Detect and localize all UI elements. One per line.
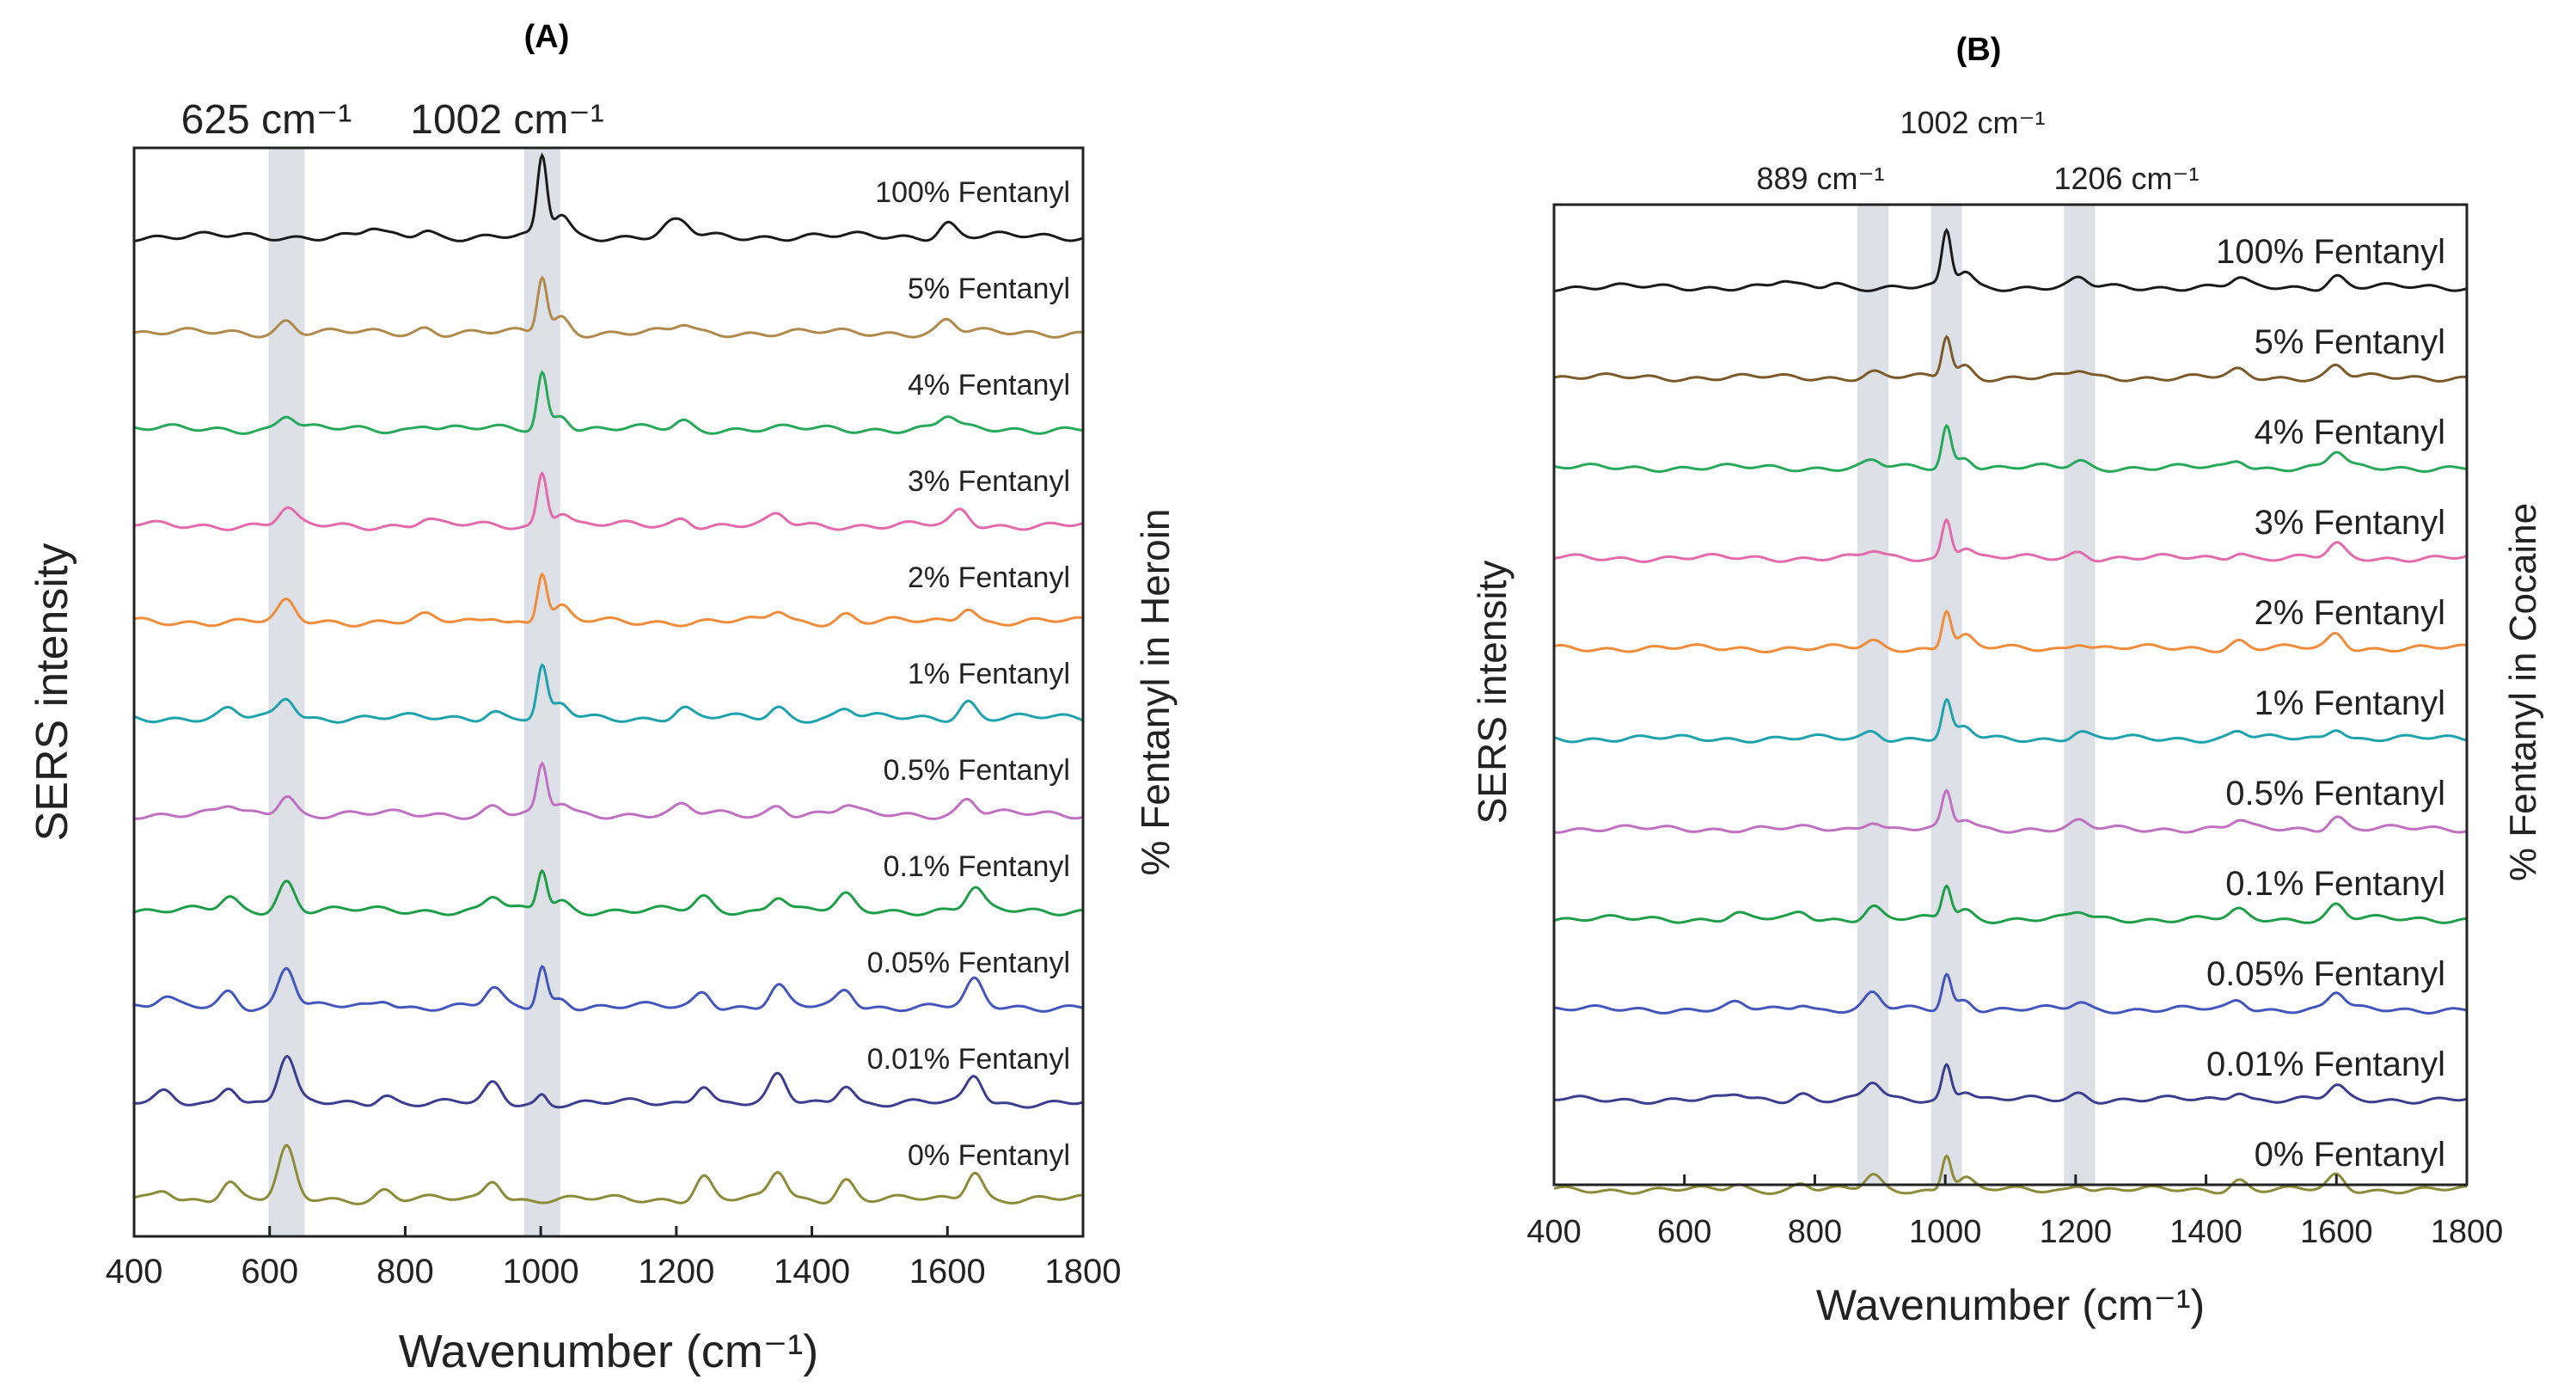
series-label-b-5-fentanyl: 5% Fentanyl	[2255, 323, 2445, 361]
band-label-a-1: 1002 cm⁻¹	[410, 97, 603, 143]
series-line-a-0-1-fentanyl	[133, 868, 1084, 917]
panel-a: (A) 625 cm⁻¹ 1002 cm⁻¹ 100% Fentanyl 5% Fe…	[28, 19, 1178, 1377]
series-line-b-0-5-fentanyl	[1553, 788, 2468, 834]
right-axis-label-a: % Fentanyl in Heroin	[1133, 509, 1178, 876]
series-line-a-0-5-fentanyl	[133, 761, 1084, 820]
series-line-a-2-fentanyl	[133, 572, 1084, 628]
series-line-a-5-fentanyl	[133, 275, 1084, 339]
series-label-a-0-5-fentanyl: 0.5% Fentanyl	[884, 754, 1070, 787]
series-label-b-3-fentanyl: 3% Fentanyl	[2255, 504, 2445, 542]
series-group-a	[133, 152, 1084, 1205]
series-line-b-0-01-fentanyl	[1553, 1063, 2468, 1106]
x-tick-label-a-1800: 1800	[1045, 1253, 1122, 1291]
series-line-b-2-fentanyl	[1553, 609, 2468, 653]
plot-frame-b	[1552, 203, 2469, 1186]
band-label-b-0: 889 cm⁻¹	[1756, 161, 1884, 196]
panel-label-a: (A)	[524, 19, 570, 55]
series-line-a-3-fentanyl	[134, 470, 1084, 531]
x-tick-label-b-1800: 1800	[2431, 1214, 2504, 1250]
series-line-b-4-fentanyl	[1553, 423, 2468, 473]
highlight-bands-b	[1857, 205, 2096, 1185]
series-labels-b: 100% Fentanyl 5% Fentanyl 4% Fentanyl 3% Fe…	[2206, 233, 2445, 1174]
x-ticks-a: 400 600 800 1000 1200 1400 1600 1800	[106, 1226, 1122, 1291]
series-label-b-0-1-fentanyl: 0.1% Fentanyl	[2225, 865, 2445, 903]
series-label-a-0-1-fentanyl: 0.1% Fentanyl	[884, 850, 1070, 883]
x-tick-label-b-1000: 1000	[1909, 1214, 1982, 1250]
x-tick-label-b-400: 400	[1527, 1214, 1581, 1250]
band-label-b-1: 1002 cm⁻¹	[1900, 105, 2045, 140]
series-label-a-0-01-fentanyl: 0.01% Fentanyl	[867, 1043, 1070, 1076]
highlight-band-b-1002	[1930, 205, 1962, 1185]
x-tick-label-a-1000: 1000	[503, 1253, 579, 1291]
series-label-a-1-fentanyl: 1% Fentanyl	[908, 658, 1070, 690]
series-label-b-1-fentanyl: 1% Fentanyl	[2255, 684, 2445, 722]
x-tick-label-a-400: 400	[106, 1253, 163, 1291]
series-label-a-4-fentanyl: 4% Fentanyl	[908, 369, 1070, 402]
x-tick-label-a-600: 600	[241, 1253, 298, 1291]
series-line-b-0-1-fentanyl	[1553, 884, 2468, 925]
x-tick-label-b-1400: 1400	[2169, 1214, 2243, 1250]
series-label-b-0-fentanyl: 0% Fentanyl	[2255, 1136, 2445, 1174]
series-line-b-0-fentanyl	[1553, 1154, 2468, 1195]
series-label-a-0-05-fentanyl: 0.05% Fentanyl	[867, 947, 1070, 979]
series-label-a-3-fentanyl: 3% Fentanyl	[908, 465, 1070, 498]
series-line-b-0-05-fentanyl	[1553, 972, 2468, 1015]
x-tick-label-b-1200: 1200	[2040, 1214, 2113, 1250]
series-line-a-0-01-fentanyl	[133, 1054, 1084, 1109]
x-tick-label-a-800: 800	[376, 1253, 434, 1291]
highlight-band-b-889	[1857, 205, 1888, 1185]
x-tick-label-b-1600: 1600	[2300, 1214, 2373, 1250]
highlight-band-b-1206	[2064, 205, 2096, 1185]
highlight-band-a-1002	[523, 148, 560, 1236]
series-line-a-1-fentanyl	[133, 663, 1084, 724]
series-line-b-5-fentanyl	[1553, 334, 2468, 383]
band-labels-a: 625 cm⁻¹ 1002 cm⁻¹	[181, 97, 604, 143]
plot-frame-a	[132, 146, 1085, 1238]
right-axis-label-b: % Fentanyl in Cocaine	[2502, 503, 2544, 881]
x-tick-label-b-600: 600	[1657, 1214, 1711, 1250]
x-tick-label-a-1400: 1400	[774, 1253, 850, 1291]
x-tick-label-a-1600: 1600	[909, 1253, 986, 1291]
y-axis-label-b: SERS intensity	[1470, 561, 1514, 825]
series-label-b-2-fentanyl: 2% Fentanyl	[2255, 594, 2445, 632]
x-axis-label-a: Wavenumber (cm⁻¹)	[399, 1326, 819, 1377]
series-labels-a: 100% Fentanyl 5% Fentanyl 4% Fentanyl 3% Fe…	[867, 176, 1070, 1172]
panel-label-b: (B)	[1956, 32, 2002, 68]
series-label-a-0-fentanyl: 0% Fentanyl	[908, 1139, 1070, 1172]
series-line-a-0-05-fentanyl	[133, 964, 1084, 1013]
series-label-a-2-fentanyl: 2% Fentanyl	[908, 561, 1070, 594]
series-line-b-3-fentanyl	[1554, 518, 2468, 563]
series-group-b	[1553, 227, 2468, 1195]
series-label-b-0-05-fentanyl: 0.05% Fentanyl	[2206, 955, 2445, 993]
series-line-b-1-fentanyl	[1553, 697, 2468, 744]
series-label-a-100-fentanyl: 100% Fentanyl	[875, 176, 1070, 209]
band-label-a-0: 625 cm⁻¹	[181, 97, 352, 143]
x-tick-label-b-800: 800	[1788, 1214, 1842, 1250]
series-label-a-5-fentanyl: 5% Fentanyl	[908, 273, 1070, 305]
x-tick-label-a-1200: 1200	[638, 1253, 714, 1291]
highlight-bands-a	[268, 148, 560, 1236]
highlight-band-a-625	[268, 148, 305, 1236]
series-label-b-0-01-fentanyl: 0.01% Fentanyl	[2206, 1045, 2445, 1083]
series-label-b-100-fentanyl: 100% Fentanyl	[2216, 233, 2445, 271]
series-line-a-100-fentanyl	[133, 152, 1084, 242]
series-line-a-0-fentanyl	[133, 1144, 1083, 1205]
x-axis-label-b: Wavenumber (cm⁻¹)	[1816, 1281, 2205, 1329]
series-label-b-0-5-fentanyl: 0.5% Fentanyl	[2225, 775, 2445, 812]
band-label-b-2: 1206 cm⁻¹	[2053, 161, 2199, 196]
series-line-a-4-fentanyl	[133, 370, 1084, 435]
series-line-b-100-fentanyl	[1553, 227, 2468, 292]
series-label-b-4-fentanyl: 4% Fentanyl	[2255, 414, 2445, 451]
x-ticks-b: 400 600 800 1000 1200 1400 1600 1800	[1527, 1174, 2503, 1250]
y-axis-label-a: SERS intensity	[28, 543, 77, 842]
